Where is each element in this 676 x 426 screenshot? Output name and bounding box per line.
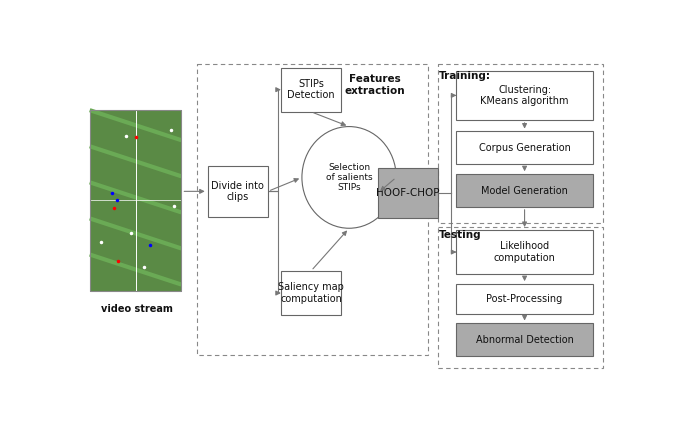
Text: Abnormal Detection: Abnormal Detection <box>476 335 573 345</box>
FancyBboxPatch shape <box>456 230 593 274</box>
Text: Post-Processing: Post-Processing <box>487 294 562 304</box>
FancyBboxPatch shape <box>378 167 438 219</box>
Text: Testing: Testing <box>439 230 481 240</box>
FancyBboxPatch shape <box>456 323 593 356</box>
Text: Likelihood
computation: Likelihood computation <box>493 241 556 263</box>
Ellipse shape <box>302 127 396 228</box>
FancyBboxPatch shape <box>456 174 593 207</box>
Text: Corpus Generation: Corpus Generation <box>479 143 571 153</box>
FancyBboxPatch shape <box>281 67 341 112</box>
Bar <box>101 114 170 287</box>
Text: Features
extraction: Features extraction <box>345 74 406 96</box>
Bar <box>90 110 181 291</box>
Text: Model Generation: Model Generation <box>481 186 568 196</box>
Bar <box>93 111 178 289</box>
Text: video stream: video stream <box>101 304 173 314</box>
Text: Saliency map
computation: Saliency map computation <box>278 282 344 304</box>
FancyBboxPatch shape <box>456 284 593 314</box>
Text: Selection
of salients
STIPs: Selection of salients STIPs <box>326 162 372 192</box>
FancyBboxPatch shape <box>208 166 268 217</box>
FancyBboxPatch shape <box>456 132 593 164</box>
Text: Divide into
clips: Divide into clips <box>212 181 264 202</box>
FancyBboxPatch shape <box>281 271 341 315</box>
Text: STIPs
Detection: STIPs Detection <box>287 79 335 101</box>
Bar <box>90 110 181 291</box>
Text: Training:: Training: <box>439 71 491 81</box>
Text: HOOF-CHOP: HOOF-CHOP <box>377 188 440 198</box>
Bar <box>97 112 174 288</box>
Bar <box>90 110 181 291</box>
Text: Clustering:
KMeans algorithm: Clustering: KMeans algorithm <box>481 85 569 106</box>
FancyBboxPatch shape <box>456 71 593 120</box>
